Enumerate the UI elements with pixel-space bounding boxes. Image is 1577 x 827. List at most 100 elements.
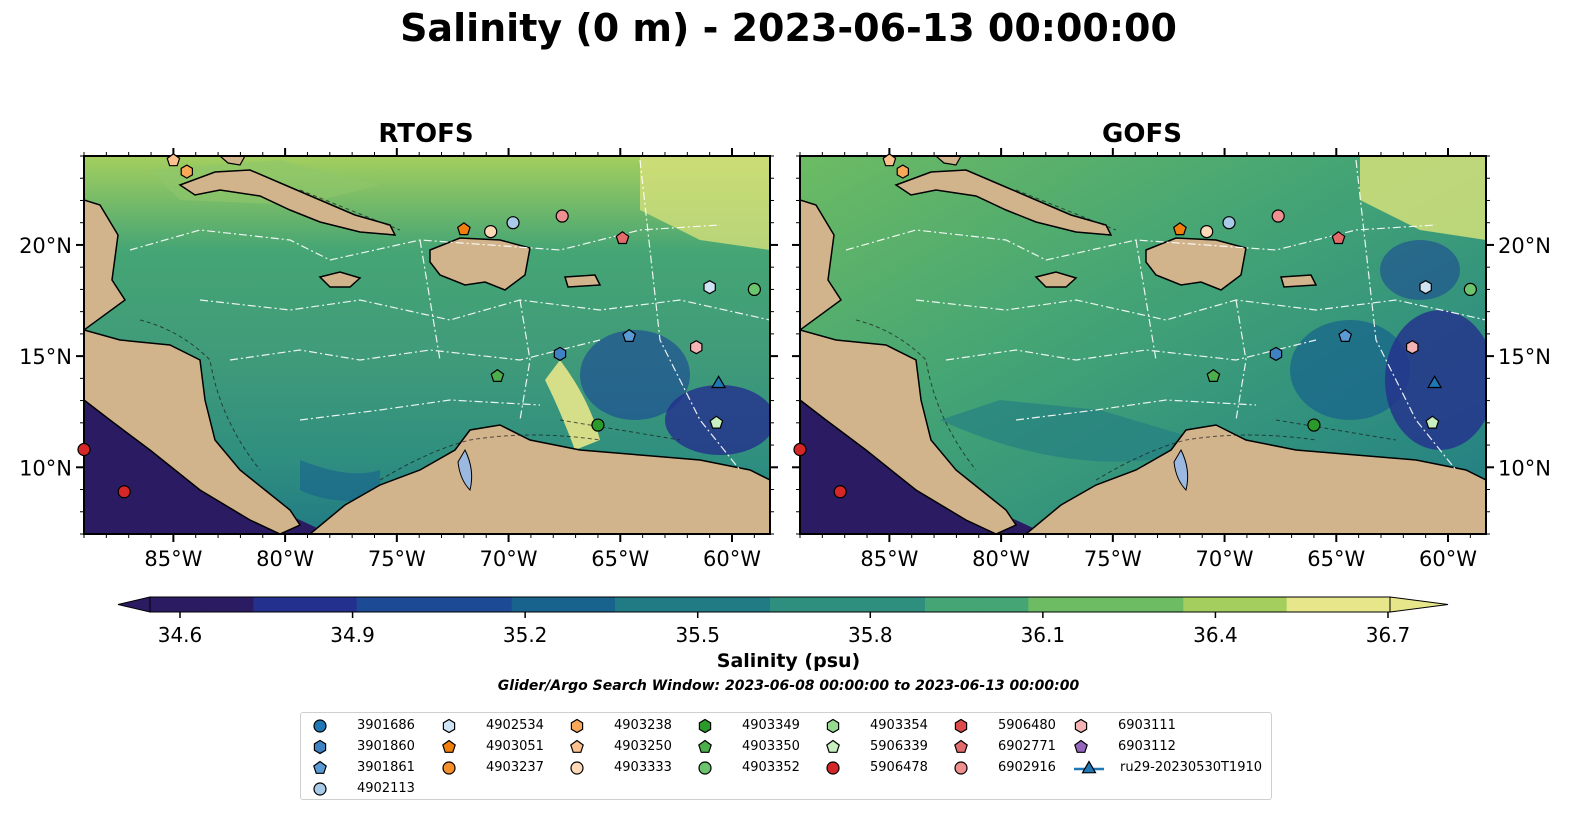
legend-marker-icon [1074, 739, 1088, 753]
y-tick-label: 10°N [1498, 456, 1551, 480]
jamaica-land [1034, 271, 1078, 288]
pentagon-icon [826, 739, 840, 753]
float-marker [1172, 222, 1187, 236]
panel-title-rtofs: RTOFS [378, 119, 474, 149]
legend-marker-icon [313, 782, 327, 796]
x-tick-label: 85°W [860, 547, 918, 571]
x-tick-label: 80°W [972, 547, 1030, 571]
legend-marker-icon [442, 718, 456, 734]
y-tick-label: 15°N [1498, 345, 1551, 369]
float-marker [711, 375, 727, 389]
float-marker [77, 442, 91, 457]
south-america-land [1024, 424, 1486, 534]
pentagon-icon [313, 760, 327, 774]
pentagon-icon [1074, 739, 1088, 753]
float-marker [1338, 328, 1353, 342]
colorbar-tick-label: 36.4 [1193, 623, 1238, 647]
float-marker [1200, 225, 1214, 239]
eez-boundaries [129, 159, 770, 471]
float-marker [484, 225, 498, 239]
legend-marker-icon [442, 761, 456, 775]
colorbar-segment [1235, 597, 1288, 612]
colorbar-segment [408, 597, 461, 612]
legend-label: ru29-20230530T1910 [1120, 760, 1263, 775]
axis-ticks: 85°W 80°W 75°W 70°W 65°W 60°W 20°N 15°N 10°N 85°W… [19, 148, 1551, 571]
colorbar-segment [976, 597, 1029, 612]
x-tick-label: 85°W [144, 547, 202, 571]
legend-marker-icon [1074, 760, 1104, 774]
colorbar-segment [305, 597, 358, 612]
panel-title-gofs: GOFS [1102, 119, 1182, 149]
colorbar: 34.6 34.9 35.2 35.5 35.8 36.1 36.4 36.7 [117, 596, 1449, 647]
circle-icon [313, 782, 327, 796]
pentagon-icon [442, 739, 456, 753]
legend-label: 6903111 [1118, 718, 1176, 733]
x-tick-label: 65°W [1307, 547, 1365, 571]
legend-label: 3901860 [357, 739, 415, 754]
float-markers [77, 153, 1477, 499]
hexagon-icon [826, 718, 840, 734]
legend-marker-icon [570, 739, 584, 753]
float-marker [490, 368, 505, 382]
float-marker [882, 153, 897, 167]
colorbar-tick-label: 35.8 [848, 623, 893, 647]
float-marker [896, 164, 910, 179]
legend-label: 4902534 [486, 718, 544, 733]
colorbar-segment [1338, 597, 1391, 612]
colorbar-tick-label: 35.2 [503, 623, 548, 647]
pentagon-icon [954, 739, 968, 753]
legend-marker-icon [570, 761, 584, 775]
float-marker [1419, 280, 1432, 295]
high-salinity-plume [545, 360, 600, 450]
search-window-text: Glider/Argo Search Window: 2023-06-08 00… [497, 678, 1080, 694]
colorbar-segment [201, 597, 254, 612]
colorbar-segment [253, 597, 306, 612]
low-salinity-region [940, 400, 1200, 462]
legend-marker-icon [313, 719, 327, 733]
florida-land [935, 156, 962, 166]
hispaniola-land [429, 237, 531, 291]
float-marker [456, 222, 471, 236]
float-marker [1463, 282, 1477, 297]
legend-label: 4903354 [870, 718, 928, 733]
low-salinity-eddy [1380, 240, 1460, 300]
legend-marker-icon [698, 718, 712, 734]
legend-marker-icon [826, 761, 840, 775]
lake-maracaibo [1173, 448, 1189, 491]
legend-marker-icon [698, 739, 712, 753]
hexagon-icon [1074, 718, 1088, 734]
legend-marker-icon [442, 739, 456, 753]
colorbar-frame [149, 596, 1391, 613]
legend-label: 4903333 [614, 760, 672, 775]
float-marker [591, 418, 605, 432]
colorbar-segment [666, 597, 719, 612]
colorbar-segment [1131, 597, 1184, 612]
colorbar-extend-high [1389, 596, 1449, 613]
float-marker [1425, 415, 1440, 429]
colorbar-extend-low [117, 596, 151, 613]
y-tick-label: 20°N [1498, 234, 1551, 258]
legend-label: 4903237 [486, 760, 544, 775]
low-salinity-eddy [580, 330, 690, 420]
x-tick-label: 80°W [256, 547, 314, 571]
hexagon-icon [442, 718, 456, 734]
florida-land [219, 156, 246, 166]
legend-label: 5906339 [870, 739, 928, 754]
x-tick-label: 75°W [368, 547, 426, 571]
cuba-land [178, 169, 397, 236]
legend-marker-icon [698, 761, 712, 775]
colorbar-tick-label: 36.7 [1366, 623, 1411, 647]
legend-label: 4902113 [357, 781, 415, 796]
legend-marker-icon [1074, 718, 1088, 734]
lake-maracaibo [457, 448, 473, 491]
colorbar-label: Salinity (psu) [716, 650, 861, 672]
colorbar-segment [1028, 597, 1081, 612]
legend-label: 4903250 [614, 739, 672, 754]
legend-label: 4903349 [742, 718, 800, 733]
circle-icon [570, 761, 584, 775]
x-tick-label: 65°W [591, 547, 649, 571]
colorbar-tick-label: 34.6 [158, 623, 203, 647]
x-tick-label: 60°W [1419, 547, 1477, 571]
map-frame-rtofs [83, 155, 771, 535]
high-salinity-region [1360, 156, 1486, 240]
